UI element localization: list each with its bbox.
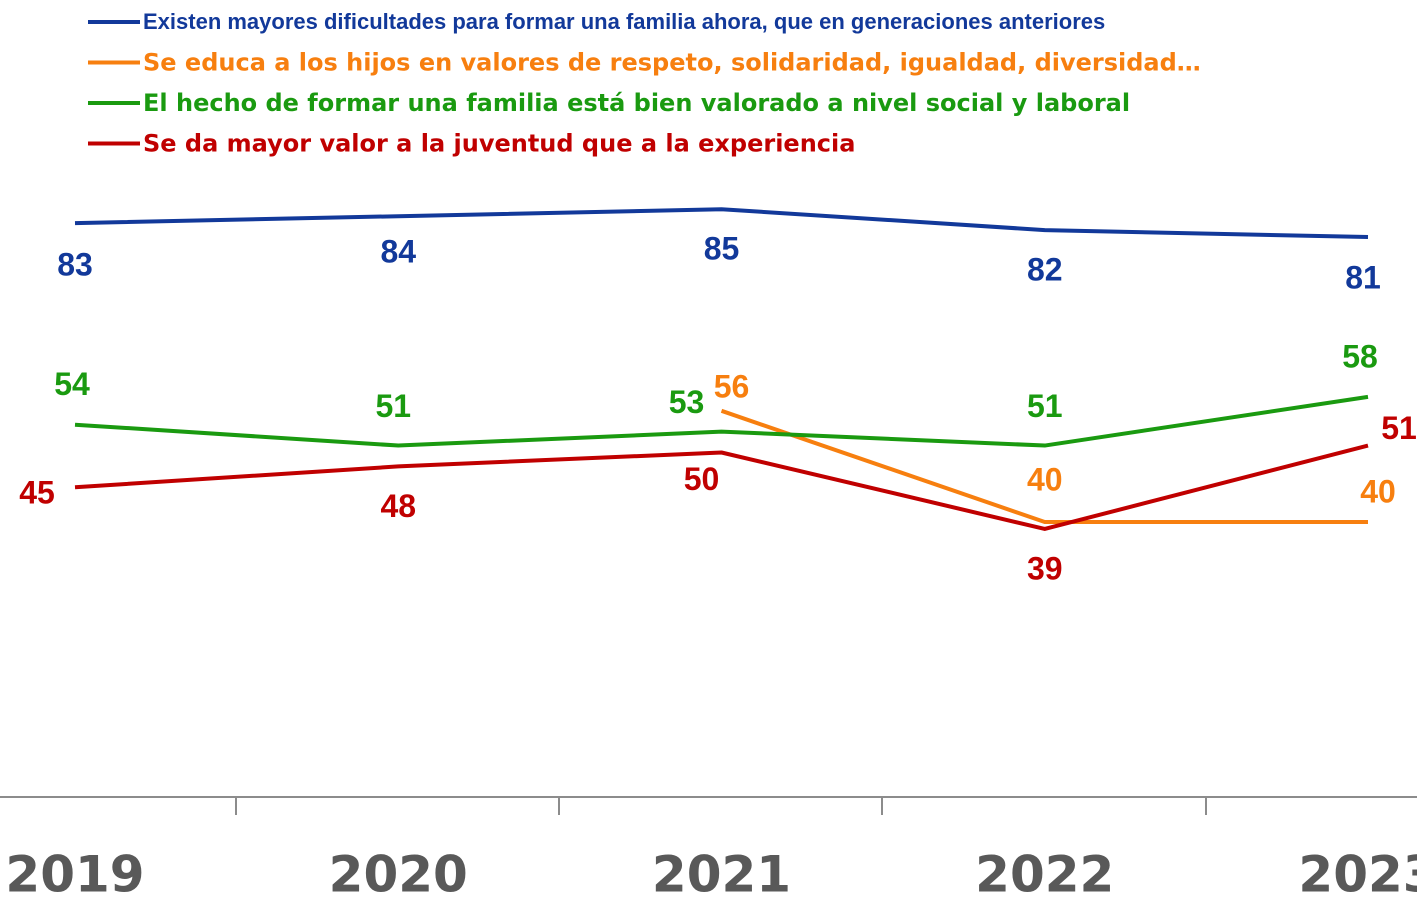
data-label: 39 — [1027, 550, 1063, 586]
x-tick-label: 2022 — [975, 846, 1114, 902]
legend-label: Existen mayores dificultades para formar… — [143, 9, 1105, 34]
data-label: 51 — [1027, 388, 1063, 424]
data-label: 81 — [1345, 260, 1381, 296]
series-line — [74, 443, 1369, 531]
data-label: 45 — [19, 475, 55, 511]
data-label: 83 — [57, 247, 93, 283]
data-label: 56 — [714, 368, 750, 404]
legend-label: El hecho de formar una familia está bien… — [143, 89, 1130, 117]
data-label: 48 — [380, 488, 416, 524]
x-tick-label: 2020 — [329, 846, 468, 902]
series-line — [74, 394, 1369, 448]
data-label: 53 — [669, 384, 705, 420]
data-label: 51 — [375, 388, 411, 424]
data-label: 50 — [684, 461, 720, 497]
legend-label: Se educa a los hijos en valores de respe… — [143, 49, 1201, 77]
x-tick-label: 2021 — [652, 846, 791, 902]
series-line — [74, 207, 1369, 240]
data-label: 40 — [1360, 473, 1396, 509]
series-line — [720, 408, 1368, 524]
legend-label: Se da mayor valor a la juventud que a la… — [143, 130, 855, 158]
data-label: 51 — [1381, 410, 1417, 446]
data-label: 40 — [1027, 461, 1063, 497]
data-label: 82 — [1027, 252, 1063, 288]
data-label: 54 — [54, 366, 90, 402]
data-label: 58 — [1342, 338, 1378, 374]
x-tick-label: 2019 — [5, 846, 144, 902]
x-tick-label: 2023 — [1298, 846, 1417, 902]
data-label: 85 — [704, 231, 740, 267]
data-label: 84 — [380, 234, 416, 270]
